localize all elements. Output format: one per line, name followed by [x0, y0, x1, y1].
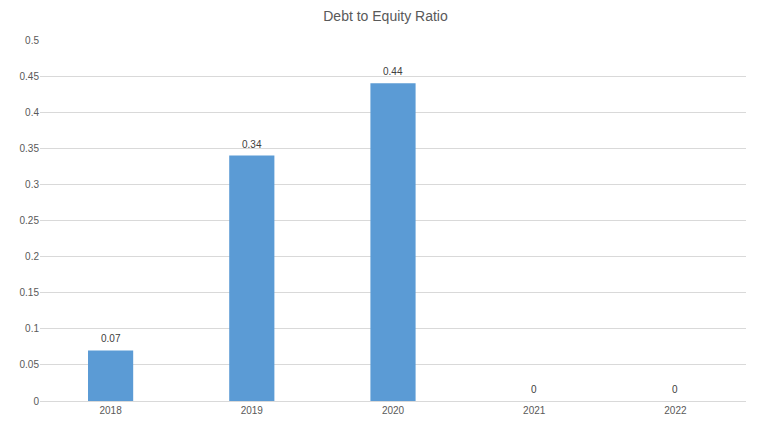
svg-text:0.05: 0.05 [20, 359, 40, 370]
svg-text:0.3: 0.3 [25, 179, 39, 190]
svg-text:0.44: 0.44 [383, 66, 403, 77]
svg-text:2021: 2021 [523, 405, 546, 416]
svg-text:0.34: 0.34 [242, 139, 262, 150]
svg-text:0: 0 [33, 396, 39, 407]
svg-text:0: 0 [672, 384, 678, 395]
svg-text:0.1: 0.1 [25, 323, 39, 334]
svg-text:2019: 2019 [241, 405, 264, 416]
svg-text:0.15: 0.15 [20, 287, 40, 298]
svg-text:0.45: 0.45 [20, 71, 40, 82]
svg-text:2020: 2020 [382, 405, 405, 416]
svg-text:0.4: 0.4 [25, 107, 39, 118]
svg-text:0.2: 0.2 [25, 251, 39, 262]
svg-text:0.5: 0.5 [25, 35, 39, 46]
svg-text:0.07: 0.07 [101, 333, 121, 344]
svg-text:0.35: 0.35 [20, 143, 40, 154]
svg-text:2022: 2022 [664, 405, 687, 416]
svg-text:0.25: 0.25 [20, 215, 40, 226]
svg-text:0: 0 [531, 384, 537, 395]
svg-text:2018: 2018 [99, 405, 122, 416]
svg-text:Debt to Equity Ratio: Debt to Equity Ratio [323, 8, 448, 24]
